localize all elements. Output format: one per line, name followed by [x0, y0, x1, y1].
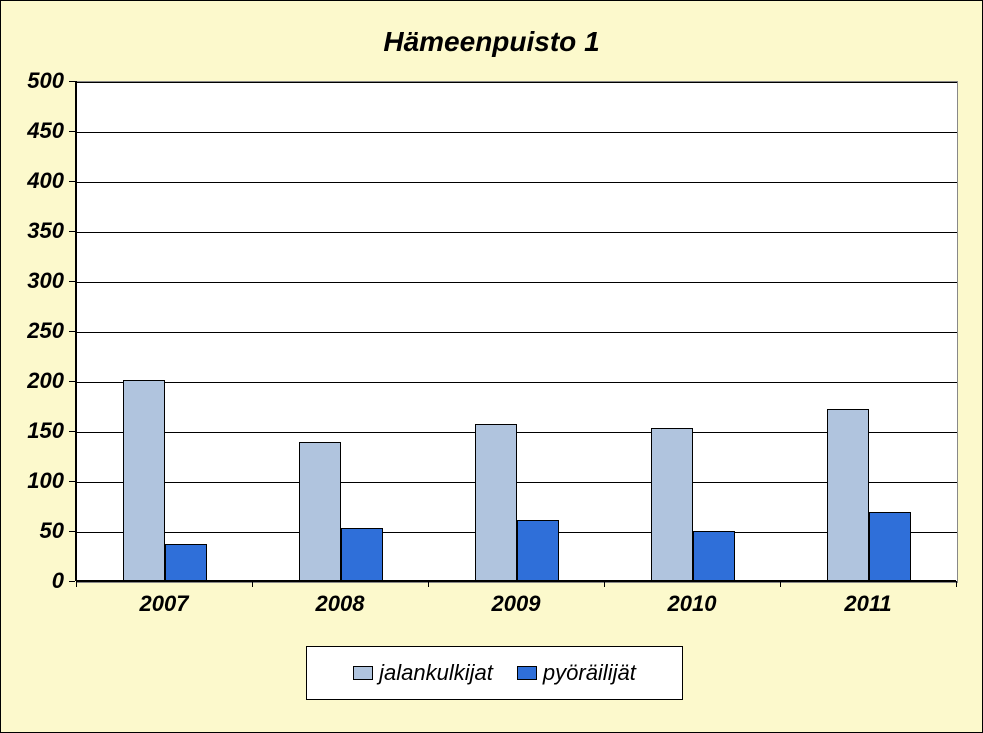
y-axis — [75, 81, 77, 581]
legend-item: jalankulkijat — [353, 660, 493, 686]
legend-item: pyöräilijät — [517, 660, 636, 686]
gridline — [77, 82, 957, 83]
x-tick — [956, 581, 957, 587]
plot-area — [76, 81, 958, 583]
bar — [827, 409, 869, 582]
y-axis-label: 250 — [1, 318, 64, 344]
bar — [165, 544, 207, 582]
bar — [123, 380, 165, 582]
bar — [517, 520, 559, 582]
y-axis-label: 450 — [1, 118, 64, 144]
gridline — [77, 382, 957, 383]
gridline — [77, 332, 957, 333]
legend-swatch — [517, 666, 537, 680]
bar — [651, 428, 693, 582]
y-axis-label: 400 — [1, 168, 64, 194]
chart-title: Hämeenpuisto 1 — [1, 26, 982, 58]
legend: jalankulkijat pyöräilijät — [306, 646, 683, 700]
gridline — [77, 132, 957, 133]
legend-label: jalankulkijat — [379, 660, 493, 686]
y-axis-label: 150 — [1, 418, 64, 444]
y-axis-label: 0 — [1, 568, 64, 594]
y-axis-label: 50 — [1, 518, 64, 544]
x-axis-label: 2011 — [844, 591, 891, 617]
gridline — [77, 182, 957, 183]
y-axis-label: 100 — [1, 468, 64, 494]
bar — [693, 531, 735, 582]
x-axis-label: 2010 — [668, 591, 717, 617]
gridline — [77, 232, 957, 233]
bar — [341, 528, 383, 582]
bar — [869, 512, 911, 582]
gridline — [77, 432, 957, 433]
legend-swatch — [353, 666, 373, 680]
gridline — [77, 282, 957, 283]
x-axis — [76, 580, 956, 582]
chart-container: Hämeenpuisto 1 jalankulkijatpyöräilijät … — [0, 0, 983, 733]
legend-label: pyöräilijät — [543, 660, 636, 686]
y-axis-label: 350 — [1, 218, 64, 244]
bar — [299, 442, 341, 582]
y-axis-label: 300 — [1, 268, 64, 294]
x-axis-label: 2007 — [140, 591, 189, 617]
bar — [475, 424, 517, 582]
x-axis-label: 2009 — [492, 591, 541, 617]
y-axis-label: 200 — [1, 368, 64, 394]
y-axis-label: 500 — [1, 68, 64, 94]
gridline — [77, 482, 957, 483]
x-axis-label: 2008 — [316, 591, 365, 617]
y-tick — [69, 581, 75, 582]
